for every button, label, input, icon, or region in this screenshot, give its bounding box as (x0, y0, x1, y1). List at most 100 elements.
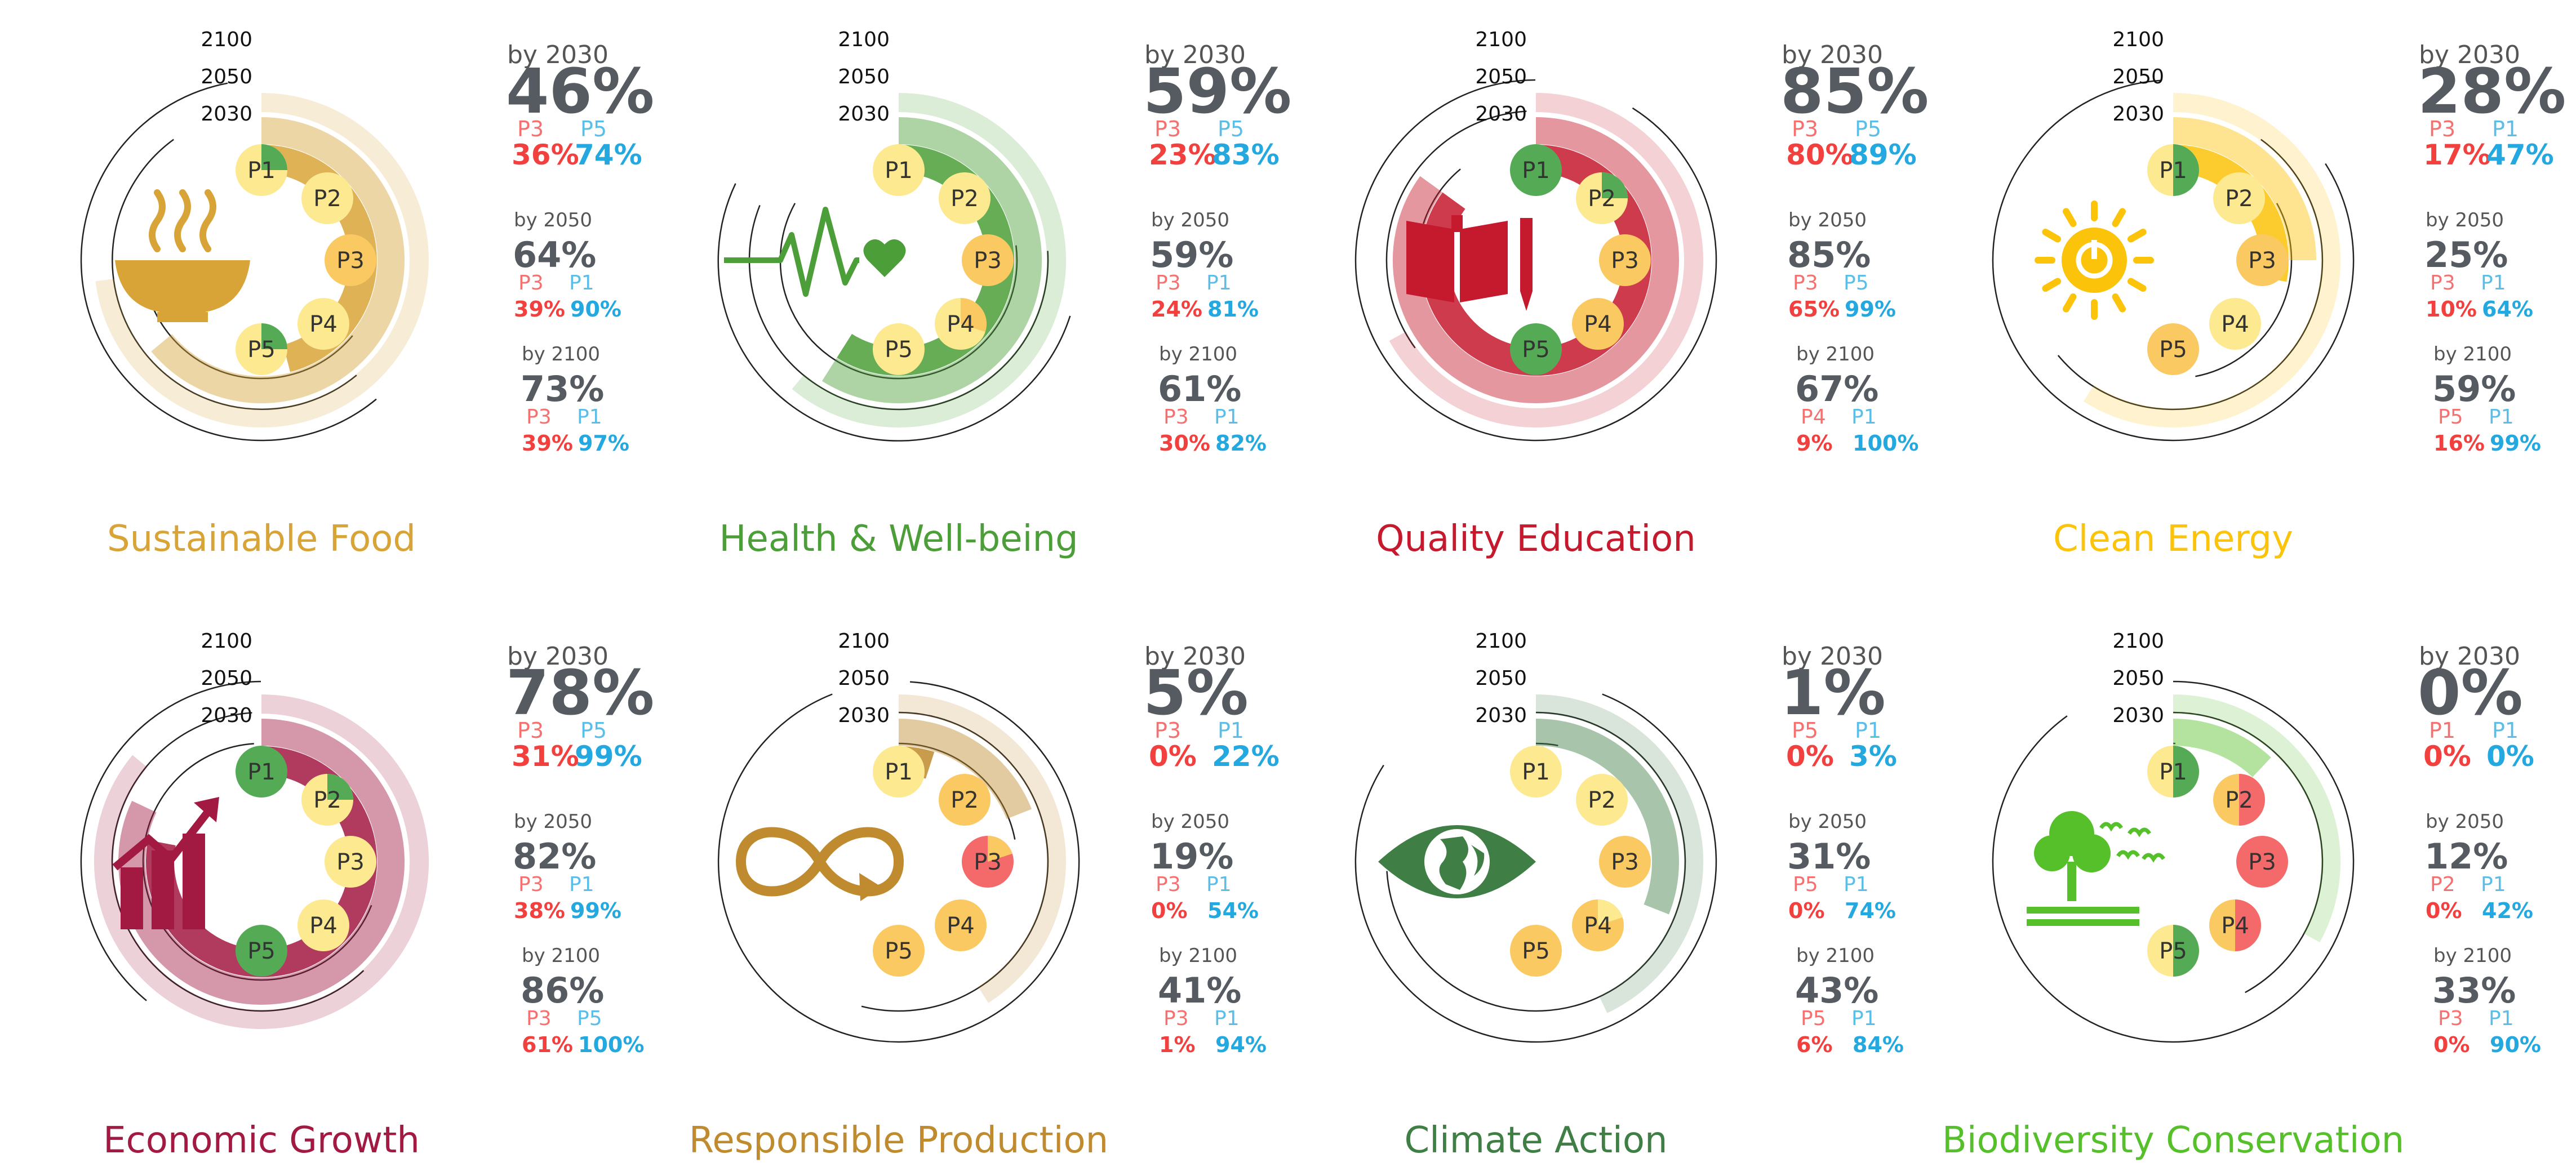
stat-min-label: P3 (517, 718, 544, 743)
pathway-label: P1 (1522, 759, 1550, 785)
range-arc-2050 (2057, 139, 2324, 411)
pathway-label: P1 (2159, 759, 2187, 785)
stat-value: 67% (1795, 368, 1878, 409)
stat-min-label: P3 (2438, 1007, 2463, 1030)
pathway-label: P3 (974, 248, 1002, 274)
stat-value-2030: 78% (506, 657, 654, 729)
pathway-circle-p5 (236, 925, 287, 977)
stat-min-value: 10% (2426, 297, 2477, 322)
infinity-loop-icon (735, 827, 904, 901)
stat-value: 25% (2424, 234, 2508, 275)
stat-max-label: P1 (577, 406, 602, 429)
year-label-2050: 2050 (1475, 667, 1527, 690)
stat-label: by 2050 (514, 810, 592, 833)
stat-max-label: P1 (1206, 873, 1232, 896)
stat-min-label: P5 (1801, 1007, 1826, 1030)
stat-label-2030: by 2030 (1144, 41, 1246, 69)
pathway-label: P2 (2225, 186, 2253, 212)
year-label-2030: 2030 (2112, 704, 2164, 727)
stat-max-label: P1 (2489, 1007, 2514, 1030)
pathway-label: P1 (2159, 158, 2187, 184)
ring-bar-2050 (898, 719, 1032, 819)
pathway-label: P5 (247, 938, 276, 964)
year-label-2030: 2030 (2112, 103, 2164, 126)
pathway-label: P2 (2225, 787, 2253, 813)
stat-label-2030: by 2030 (507, 41, 609, 69)
stat-max-value: 81% (1207, 297, 1259, 322)
pathway-label: P3 (2248, 248, 2276, 274)
stat-min-label: P3 (1793, 271, 1818, 295)
pathway-label: P5 (247, 337, 276, 363)
range-arc-2050 (1386, 711, 1686, 1012)
stat-min-label: P1 (2429, 718, 2455, 743)
ring-bar-2100 (2173, 694, 2341, 943)
pathway-wedge-p4 (961, 298, 987, 332)
pathway-wedge-p1 (261, 144, 287, 170)
stat-max-label: P1 (1851, 406, 1877, 429)
pathway-wedge-p2 (1602, 172, 1628, 198)
stat-min-value: 23% (1149, 139, 1216, 171)
range-arc-2050 (2173, 711, 2324, 994)
stat-label: by 2050 (2426, 209, 2504, 231)
pathway-wedge-p5 (2173, 925, 2199, 977)
stat-min-value: 61% (522, 1032, 573, 1057)
stat-max-value: 99% (1845, 297, 1896, 322)
stat-max-label: P1 (1851, 1007, 1877, 1030)
year-label-2100: 2100 (1475, 630, 1527, 653)
range-arc-2030 (898, 742, 1016, 840)
stat-max-value: 90% (570, 297, 621, 322)
chart-title: Biodiversity Conservation (1942, 1120, 2404, 1161)
stat-min-value: 9% (1796, 431, 1833, 456)
stat-min-label: P3 (526, 406, 552, 429)
stat-max-label: P1 (569, 873, 594, 896)
stat-min-value: 31% (512, 740, 579, 773)
pathway-label: P1 (247, 158, 276, 184)
stat-min-value: 80% (1786, 139, 1854, 171)
pathway-circle-p4 (297, 298, 349, 350)
stat-label: by 2050 (1151, 810, 1229, 833)
stat-label: by 2100 (522, 343, 600, 366)
stat-max-value: 99% (2490, 431, 2541, 456)
stat-min-label: P3 (518, 873, 544, 896)
pathway-label: P4 (947, 311, 975, 337)
stat-value: 12% (2424, 836, 2508, 877)
stat-label: by 2100 (2433, 343, 2512, 366)
stat-min-value: 16% (2433, 431, 2485, 456)
range-arc-2030 (2195, 203, 2293, 377)
stat-max-value: 84% (1853, 1032, 1904, 1057)
stat-max-value: 22% (1212, 740, 1280, 773)
stat-value: 85% (1787, 234, 1871, 275)
stat-label: by 2100 (1159, 945, 1237, 967)
pathway-circle-p5 (873, 323, 925, 375)
year-label-2030: 2030 (838, 704, 890, 727)
stat-value-2030: 28% (2418, 55, 2566, 127)
pathway-circle-p2 (939, 774, 991, 826)
stat-min-value: 24% (1151, 297, 1202, 322)
pathway-circle-p3 (2236, 836, 2288, 888)
stat-min-label: P5 (1793, 873, 1818, 896)
stat-label-2030: by 2030 (2419, 642, 2520, 671)
stat-max-value: 74% (1845, 898, 1896, 923)
food-bowl-icon (115, 189, 250, 322)
stat-min-label: P2 (2430, 873, 2455, 896)
ring-bar-2100 (792, 93, 1066, 427)
chart-title: Quality Education (1376, 518, 1696, 560)
pathway-circle-p1 (236, 746, 287, 798)
growth-chart-icon (112, 797, 219, 929)
stat-value-2030: 85% (1780, 55, 1929, 127)
year-label-2030: 2030 (838, 103, 890, 126)
stat-max-value: 3% (1849, 740, 1897, 773)
chart-title: Clean Energy (2053, 518, 2293, 560)
sun-power-icon (2035, 201, 2154, 320)
pathway-circle-p1 (1510, 144, 1562, 196)
stat-min-label: P3 (2429, 117, 2455, 141)
stat-max-label: P5 (1844, 271, 1869, 295)
pathway-circle-p5 (1510, 323, 1562, 375)
pathway-circle-p2 (2213, 172, 2265, 224)
stat-min-value: 6% (1796, 1032, 1833, 1057)
ring-bar-2100 (95, 93, 429, 427)
ring-bar-2100 (2083, 93, 2341, 427)
stat-min-value: 0% (1149, 740, 1197, 773)
ring-bar-2050 (2173, 117, 2316, 261)
range-arc-2030 (142, 743, 372, 981)
